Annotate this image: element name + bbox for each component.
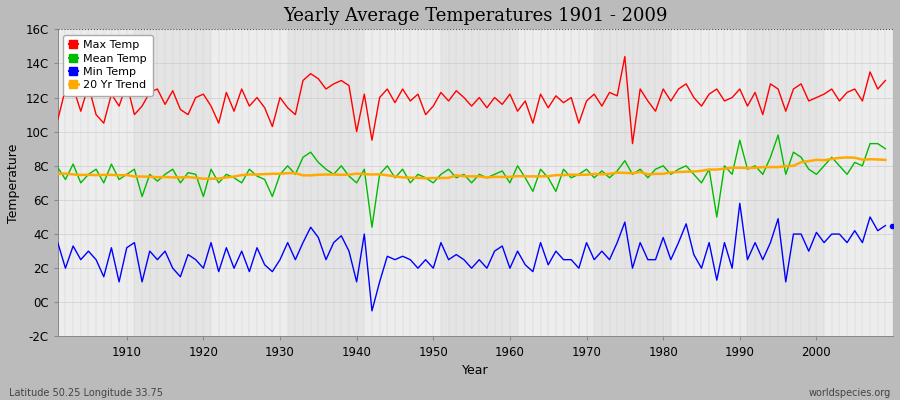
Text: Latitude 50.25 Longitude 33.75: Latitude 50.25 Longitude 33.75 xyxy=(9,388,163,398)
Bar xyxy=(824,29,893,336)
Bar xyxy=(670,29,748,336)
Bar xyxy=(211,29,288,336)
Bar xyxy=(58,29,134,336)
Y-axis label: Temperature: Temperature xyxy=(7,143,20,222)
Title: Yearly Average Temperatures 1901 - 2009: Yearly Average Temperatures 1901 - 2009 xyxy=(284,7,668,25)
Legend: Max Temp, Mean Temp, Min Temp, 20 Yr Trend: Max Temp, Mean Temp, Min Temp, 20 Yr Tre… xyxy=(63,35,152,96)
X-axis label: Year: Year xyxy=(462,364,489,377)
Bar xyxy=(518,29,594,336)
Text: worldspecies.org: worldspecies.org xyxy=(809,388,891,398)
Bar xyxy=(364,29,441,336)
